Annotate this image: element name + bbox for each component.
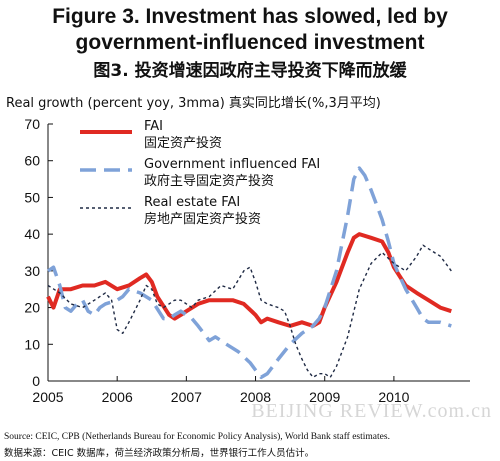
watermark: BEIJING REVIEW.com.cn — [251, 400, 492, 422]
x-tick-label: 2006 — [102, 389, 133, 405]
x-tick-label: 2008 — [240, 389, 271, 405]
chart-title-line2: government-influenced investment — [75, 31, 425, 54]
y-tick-label: 10 — [24, 336, 40, 352]
chart-axes: 0 10 20 30 40 50 60 70 2005 2006 2007 2008 2009 2010 — [24, 116, 470, 405]
y-tick-label: 70 — [24, 116, 40, 132]
series-line-2 — [47, 166, 452, 380]
series-layer — [46, 166, 452, 380]
legend-label-3: Real estate FAI — [144, 195, 240, 210]
legend-label-1: FAI — [144, 119, 163, 134]
legend-label-cn-2: 政府主导固定资产投资 — [144, 173, 274, 189]
y-tick-label: 0 — [32, 373, 40, 389]
x-tick-label: 2007 — [171, 389, 202, 405]
chart-title-line1: Figure 3. Investment has slowed, led by — [52, 5, 448, 28]
x-tick-label: 2010 — [378, 389, 409, 405]
x-tick-label: 2005 — [32, 389, 63, 405]
x-tick-label: 2009 — [309, 389, 340, 405]
legend-label-cn-1: 固定资产投资 — [144, 135, 222, 151]
source-note-english: Source: CEIC, CPB (Netherlands Bureau fo… — [4, 432, 390, 442]
legend-label-2: Government influenced FAI — [144, 157, 320, 172]
y-tick-label: 50 — [24, 189, 40, 205]
y-tick-label: 20 — [24, 300, 40, 316]
y-axis-label: Real growth (percent yoy, 3mma) 真实同比增长(%… — [6, 96, 381, 111]
series-line-1 — [46, 232, 452, 328]
source-note-chinese: 数据来源：CEIC 数据库，荷兰经济政策分析局，世界银行工作人员估计。 — [4, 448, 315, 459]
series-line-3 — [47, 244, 452, 378]
y-tick-label: 30 — [24, 263, 40, 279]
y-tick-label: 60 — [24, 153, 40, 169]
legend-label-cn-3: 房地产固定资产投资 — [144, 211, 261, 227]
chart-title-chinese: 图3. 投资增速因政府主导投资下降而放缓 — [93, 61, 407, 81]
y-tick-label: 40 — [24, 226, 40, 242]
